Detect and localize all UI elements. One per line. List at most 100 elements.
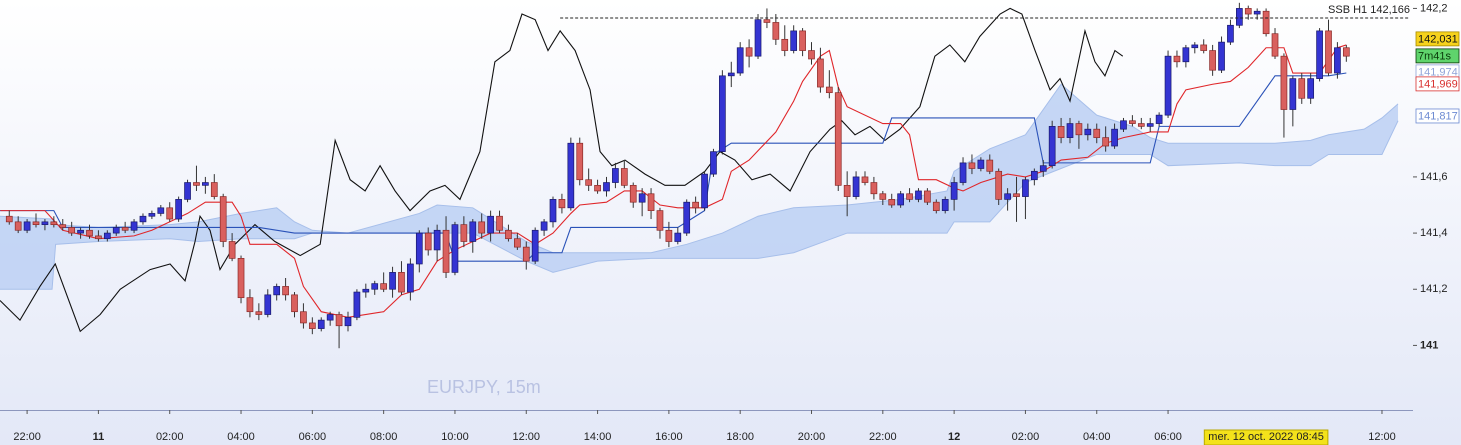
- candle-body: [1316, 30, 1323, 79]
- candle-body: [710, 151, 717, 175]
- candle-body: [362, 288, 370, 293]
- candle-body: [1271, 33, 1279, 57]
- candle-body: [184, 182, 191, 200]
- candle-body: [1030, 170, 1038, 181]
- candle-body: [415, 232, 423, 265]
- plot-area: [0, 2, 1399, 349]
- candle-body: [23, 221, 31, 231]
- candle-body: [825, 86, 833, 94]
- x-tick-label: 02:00: [156, 431, 184, 443]
- candle-body: [210, 182, 218, 197]
- candle-body: [460, 224, 468, 242]
- candle-body: [941, 199, 949, 211]
- candle-body: [897, 193, 904, 206]
- candle-body: [157, 207, 165, 214]
- price-tag: 141,969: [1415, 76, 1460, 92]
- candle-body: [745, 47, 753, 57]
- candle-body: [1218, 41, 1225, 71]
- candle-body: [1048, 126, 1056, 167]
- candle-body: [41, 221, 49, 226]
- candle-body: [424, 232, 432, 251]
- candle-body: [469, 221, 477, 242]
- candle-body: [736, 47, 744, 74]
- y-tick-label: 141,6: [1420, 171, 1448, 183]
- candle-body: [1057, 126, 1065, 138]
- candle-body: [790, 30, 798, 51]
- candle-body: [264, 294, 272, 315]
- candle-body: [175, 199, 182, 220]
- x-tick-label: 06:00: [299, 431, 327, 443]
- candle-body: [870, 182, 878, 195]
- x-tick-label: 08:00: [370, 431, 398, 443]
- candle-body: [1129, 120, 1136, 124]
- candle-body: [834, 92, 842, 186]
- candle-body: [1137, 123, 1145, 127]
- candle-body: [166, 207, 174, 220]
- candle-body: [442, 229, 450, 273]
- x-tick-label: 22:00: [869, 431, 897, 443]
- candle-body: [1236, 8, 1243, 26]
- candle-body: [620, 168, 628, 186]
- crosshair-label-box: [1203, 429, 1329, 445]
- x-tick-label: 12:00: [512, 431, 540, 443]
- candle-body: [228, 241, 236, 259]
- candle-body: [308, 322, 316, 329]
- candle-body: [968, 162, 976, 169]
- candle-body: [121, 227, 129, 231]
- cloud-edge: [0, 120, 1399, 290]
- candle-body: [14, 221, 22, 231]
- candle-body: [531, 229, 539, 262]
- x-tick-label: 02:00: [1012, 431, 1040, 443]
- candle-body: [68, 227, 76, 234]
- price-tag-box: [1415, 76, 1460, 92]
- candle-body: [139, 215, 147, 223]
- candle-body: [1209, 50, 1216, 71]
- price-tag-text: 141,817: [1418, 110, 1458, 122]
- candle-body: [371, 283, 379, 290]
- candle-body: [585, 179, 593, 186]
- candle-body: [130, 221, 138, 231]
- candle-body: [772, 22, 780, 40]
- candle-body: [950, 182, 958, 200]
- candle-body: [1334, 47, 1341, 74]
- candle-body: [1253, 10, 1261, 15]
- candle-body: [638, 193, 646, 203]
- candle-body: [1191, 44, 1199, 49]
- watermark: EURJPY, 15m: [427, 377, 541, 397]
- candle-body: [255, 311, 263, 315]
- x-tick-label: 14:00: [584, 431, 612, 443]
- candle-body: [1289, 78, 1297, 110]
- candle-body: [237, 258, 245, 299]
- candle-body: [451, 224, 459, 273]
- candle-body: [861, 176, 869, 183]
- countdown-tag-box: [1415, 48, 1460, 64]
- candle-body: [193, 182, 200, 186]
- candle-body: [1307, 78, 1315, 99]
- candle-body: [1155, 114, 1163, 124]
- candle-body: [1075, 123, 1083, 136]
- candle-body: [353, 291, 361, 318]
- candle-body: [522, 246, 530, 262]
- candle-body: [1262, 10, 1270, 35]
- x-tick-label: 11: [93, 431, 105, 443]
- candle-body: [558, 199, 566, 209]
- candle-body: [487, 215, 494, 234]
- candle-body: [1146, 123, 1154, 127]
- level-label: SSB H1 142,166: [1328, 4, 1410, 16]
- price-tag-text: 141,974: [1418, 66, 1458, 78]
- candle-body: [995, 170, 1003, 200]
- candle-body: [1164, 55, 1172, 116]
- x-tick-label: 12: [948, 431, 960, 443]
- candle-body: [540, 221, 548, 231]
- candle-body: [219, 196, 227, 242]
- price-tag: 141,817: [1415, 108, 1460, 124]
- candle-body: [1039, 165, 1047, 172]
- candle-body: [932, 201, 940, 211]
- indicator-line: [0, 44, 1347, 318]
- candle-body: [719, 75, 726, 152]
- candle-body: [1102, 137, 1110, 147]
- candle-body: [576, 142, 584, 181]
- candle-body: [398, 272, 405, 293]
- y-tick-label: 141: [1420, 339, 1438, 351]
